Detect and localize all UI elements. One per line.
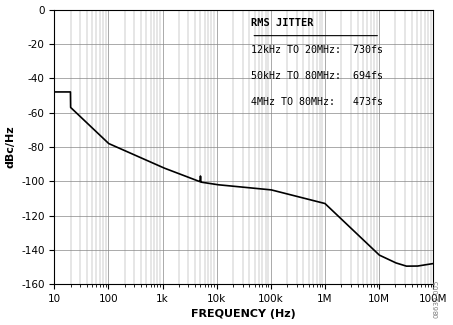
Text: 12kHz TO 20MHz:  730fs: 12kHz TO 20MHz: 730fs [251,45,383,55]
Text: RMS JITTER: RMS JITTER [251,18,314,28]
Text: 08639-005: 08639-005 [434,280,439,318]
Y-axis label: dBc/Hz: dBc/Hz [5,125,15,168]
X-axis label: FREQUENCY (Hz): FREQUENCY (Hz) [191,309,296,319]
Text: 50kHz TO 80MHz:  694fs: 50kHz TO 80MHz: 694fs [251,72,383,81]
Text: 4MHz TO 80MHz:   473fs: 4MHz TO 80MHz: 473fs [251,98,383,108]
